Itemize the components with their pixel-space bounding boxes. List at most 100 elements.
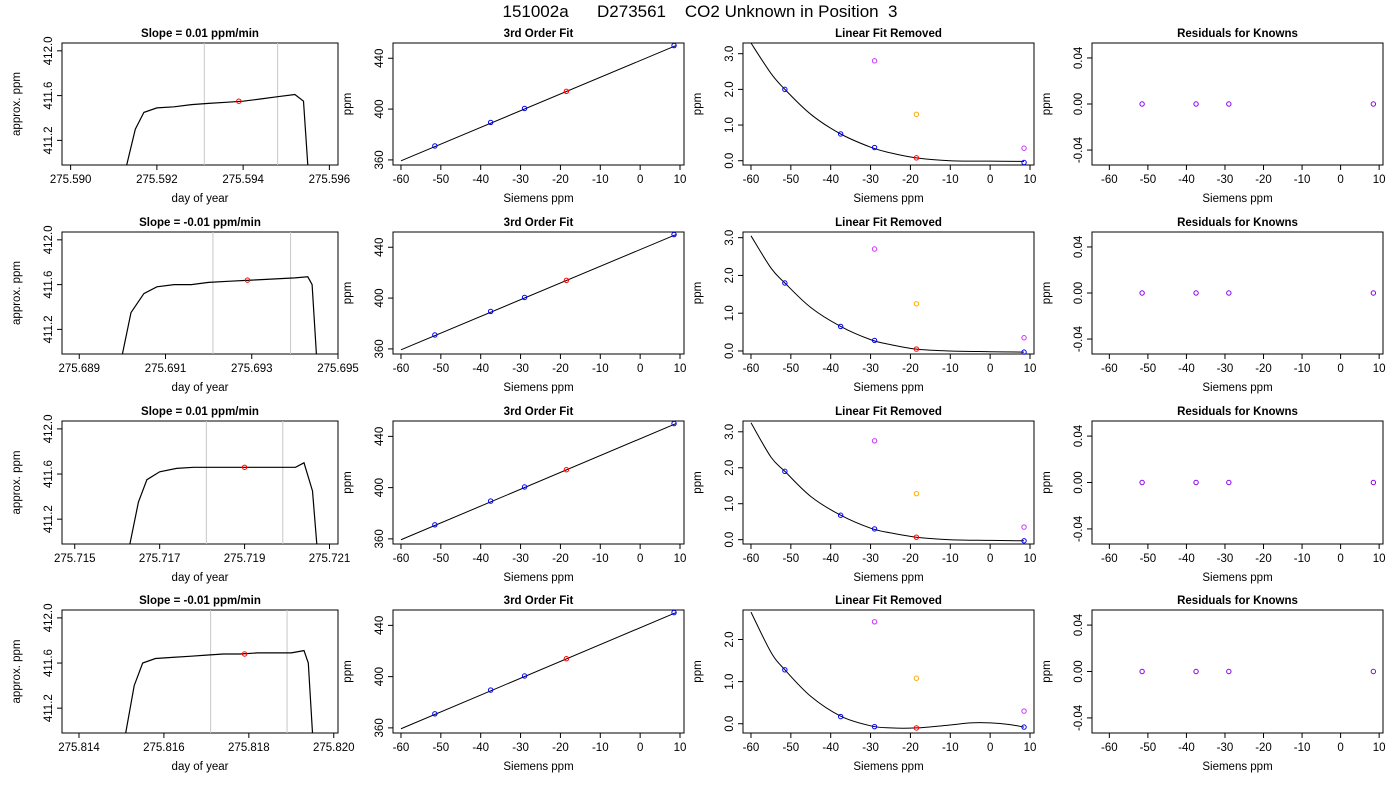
y-tick-label: 3.0 — [724, 230, 736, 246]
data-point — [563, 88, 570, 94]
fit-curve — [400, 234, 677, 351]
x-tick-label: -30 — [862, 363, 879, 375]
y-tick-label: 0.0 — [724, 532, 736, 548]
panel-title: Linear Fit Removed — [835, 406, 942, 418]
x-tick-label: 0 — [987, 363, 993, 375]
data-point — [913, 155, 920, 161]
x-tick-label: -30 — [512, 742, 529, 754]
x-axis-label: Siemens ppm — [853, 761, 923, 773]
x-tick-label: -30 — [862, 174, 879, 186]
data-point — [1193, 101, 1199, 107]
fit-curve — [400, 612, 677, 730]
x-tick-label: 275.596 — [309, 174, 351, 186]
plot-frame — [742, 609, 1035, 734]
y-tick-label: 0.0 — [724, 716, 736, 732]
y-tick-label: 0.00 — [1073, 471, 1085, 493]
data-point — [1226, 668, 1232, 675]
data-point — [871, 246, 878, 252]
y-tick-label: 0.00 — [1073, 93, 1085, 115]
y-tick-label: 400 — [374, 99, 386, 118]
data-point — [236, 98, 242, 104]
y-tick-label: 411.6 — [43, 649, 55, 677]
x-tick-label: -10 — [942, 363, 959, 375]
y-axis-label: approx. ppm — [11, 451, 23, 515]
x-axis-label: Siemens ppm — [503, 572, 573, 584]
x-tick-label: 10 — [1024, 363, 1037, 375]
y-axis-label: ppm — [342, 471, 354, 493]
y-axis-label: approx. ppm — [11, 640, 23, 704]
data-point — [563, 466, 570, 473]
data-point — [782, 667, 788, 673]
x-tick-label: -50 — [783, 363, 800, 375]
data-point — [913, 346, 920, 352]
plot-frame — [61, 420, 339, 545]
data-point — [1226, 101, 1232, 107]
x-tick-label: -20 — [1255, 742, 1272, 754]
y-axis-label: ppm — [692, 93, 704, 115]
plot-frame — [61, 609, 339, 734]
y-tick-label: 2.0 — [724, 460, 736, 476]
x-tick-label: 0 — [1337, 174, 1343, 186]
y-tick-label: -0.04 — [1073, 704, 1085, 731]
x-axis-label: day of year — [172, 572, 229, 584]
data-point — [1139, 668, 1145, 675]
x-axis-label: Siemens ppm — [503, 382, 573, 394]
x-tick-label: -10 — [942, 553, 959, 565]
x-tick-label: -40 — [1178, 742, 1195, 754]
x-tick-label: 10 — [674, 174, 687, 186]
x-tick-label: -50 — [783, 553, 800, 565]
series-line — [129, 461, 318, 544]
x-tick-label: -20 — [552, 742, 569, 754]
x-tick-label: -30 — [862, 553, 879, 565]
x-tick-label: -50 — [1140, 363, 1157, 375]
x-tick-label: -30 — [1217, 363, 1234, 375]
data-point — [913, 534, 920, 540]
plot-frame — [61, 42, 339, 166]
panel-title: 3rd Order Fit — [504, 28, 574, 40]
y-tick-label: 400 — [374, 478, 386, 497]
x-tick-label: -20 — [552, 174, 569, 186]
x-tick-label: 10 — [1024, 174, 1037, 186]
plot-frame — [1091, 609, 1384, 734]
data-point — [871, 337, 878, 344]
y-tick-label: -0.04 — [1073, 515, 1085, 542]
y-tick-label: 412.0 — [43, 604, 55, 633]
x-axis-label: Siemens ppm — [853, 382, 923, 394]
data-point — [782, 280, 788, 286]
y-tick-label: 411.2 — [43, 126, 55, 154]
fit-curve — [750, 611, 1025, 729]
x-tick-label: 275.693 — [231, 363, 273, 375]
y-tick-label: 0.0 — [724, 343, 736, 359]
y-axis-label: ppm — [342, 282, 354, 304]
y-tick-label: 412.0 — [43, 225, 55, 254]
panel-title: Slope = -0.01 ppm/min — [139, 595, 261, 607]
data-point — [1370, 101, 1377, 107]
x-tick-label: 275.715 — [54, 553, 96, 565]
x-tick-label: -10 — [592, 553, 609, 565]
x-tick-label: -30 — [862, 742, 879, 754]
y-tick-label: 3.0 — [724, 424, 736, 440]
data-point — [1021, 349, 1027, 355]
data-point — [1021, 145, 1027, 151]
x-tick-label: -20 — [902, 174, 919, 186]
x-tick-label: -50 — [433, 553, 450, 565]
data-point — [563, 277, 570, 283]
plot-frame — [742, 420, 1035, 545]
y-tick-label: 1.0 — [724, 305, 736, 321]
data-point — [871, 144, 878, 151]
y-tick-label: 440 — [374, 616, 386, 635]
x-tick-label: 0 — [637, 174, 643, 186]
x-tick-label: -10 — [942, 174, 959, 186]
x-tick-label: 10 — [1373, 174, 1386, 186]
x-tick-label: -40 — [1178, 553, 1195, 565]
data-point — [1021, 538, 1027, 544]
x-tick-label: 275.820 — [313, 742, 355, 754]
data-point — [837, 131, 844, 137]
plot-frame — [61, 231, 339, 355]
data-point — [782, 86, 788, 93]
x-axis-label: Siemens ppm — [853, 193, 923, 205]
panel-title: Residuals for Knowns — [1177, 406, 1298, 418]
y-tick-label: 0.04 — [1073, 613, 1085, 636]
x-tick-label: -30 — [512, 174, 529, 186]
y-tick-label: 412.0 — [43, 36, 55, 65]
